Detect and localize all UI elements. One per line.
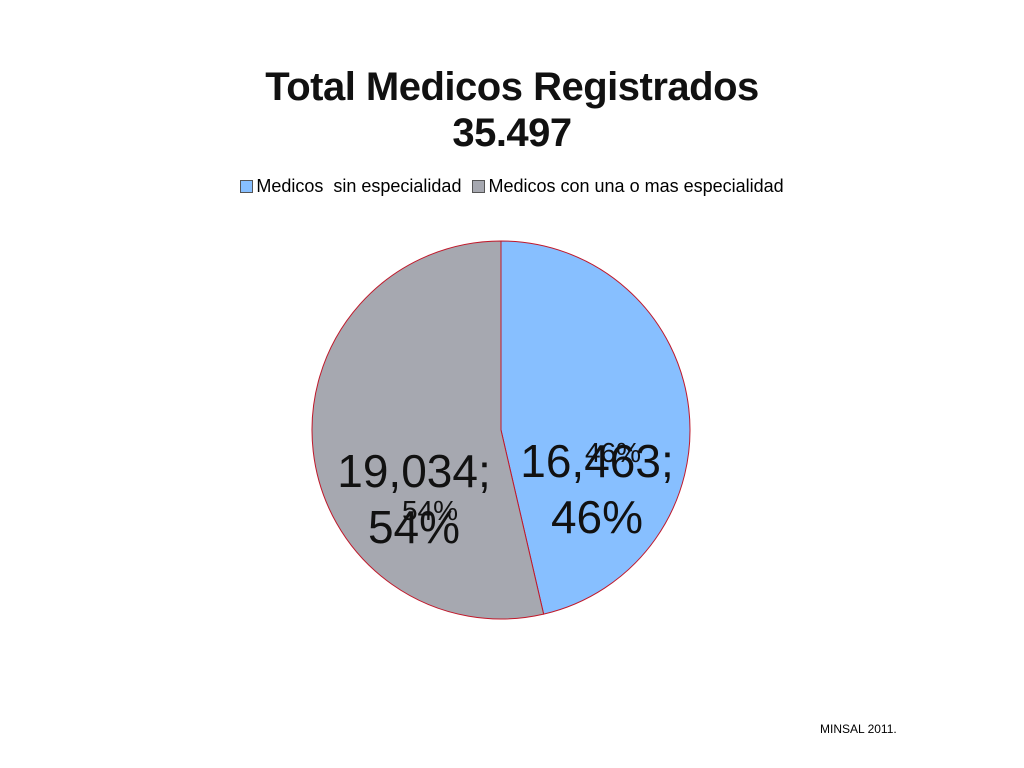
source-note: MINSAL 2011.	[820, 722, 897, 736]
chart-legend: Medicos sin especialidad Medicos con una…	[0, 176, 1024, 198]
legend-entry-con-especialidad: Medicos con una o mas especialidad	[472, 176, 784, 197]
data-label-value-sin-especialidad: 16,463;	[520, 435, 673, 487]
data-label-value-con-especialidad: 19,034;	[337, 445, 490, 497]
legend-label-con-especialidad: Medicos con una o mas especialidad	[488, 176, 784, 196]
legend-swatch-con-especialidad	[472, 180, 486, 193]
legend-swatch-sin-especialidad	[240, 180, 254, 193]
chart-title-line-2: 35.497	[452, 111, 572, 155]
data-label-percent-small-sin-especialidad: 46%	[585, 437, 641, 468]
data-label-percent-small-con-especialidad: 54%	[402, 495, 458, 526]
data-label-percent-con-especialidad: 54%	[368, 501, 460, 553]
legend-entry-sin-especialidad: Medicos sin especialidad	[240, 176, 461, 197]
legend-label-sin-especialidad: Medicos sin especialidad	[256, 176, 462, 196]
chart-title-line-1: Total Medicos Registrados	[265, 65, 759, 109]
data-label-percent-sin-especialidad: 46%	[551, 491, 643, 543]
pie-slice-con-especialidad	[311, 240, 545, 620]
chart-title: Total Medicos Registrados 35.497	[0, 64, 1024, 156]
pie-slice-sin-especialidad	[500, 240, 691, 615]
